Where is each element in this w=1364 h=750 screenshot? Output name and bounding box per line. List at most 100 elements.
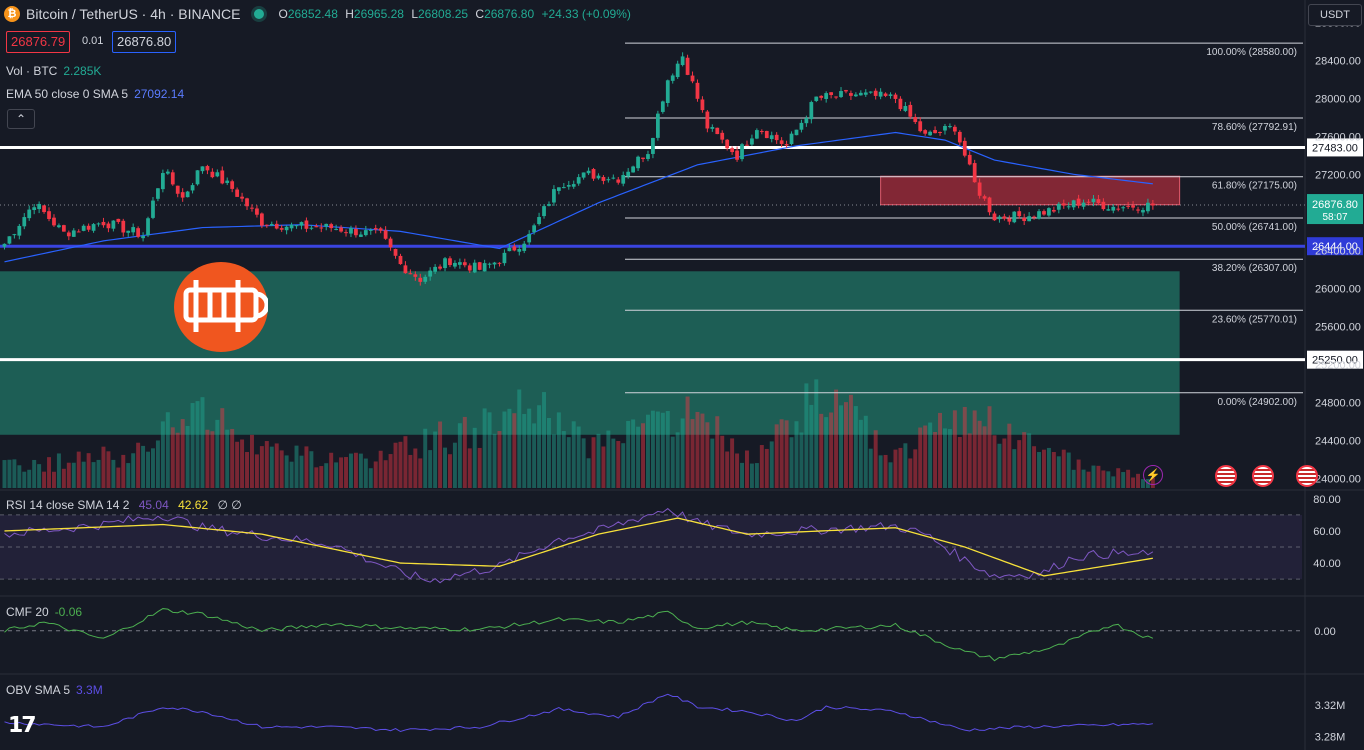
volume-bar — [403, 436, 408, 488]
candle-body — [398, 255, 403, 265]
volume-bar — [764, 448, 769, 488]
volume-bar — [180, 419, 185, 488]
obv-legend[interactable]: OBV SMA 5 3.3M — [6, 683, 103, 697]
candle-body — [195, 170, 200, 185]
candle-body — [868, 91, 873, 93]
volume-bar — [863, 415, 868, 488]
obv-line — [4, 693, 1153, 733]
collapse-legend-button[interactable]: ⌃ — [7, 109, 35, 129]
volume-bar — [824, 417, 829, 488]
volume-bar — [546, 417, 551, 488]
candle-body — [205, 166, 210, 171]
candle-body — [433, 266, 438, 272]
candle-body — [834, 96, 838, 98]
candle-body — [1042, 211, 1046, 215]
alert-bolt-icon[interactable]: ⚡ — [1143, 465, 1163, 485]
volume-bar — [195, 401, 200, 488]
volume-bar — [462, 416, 467, 488]
candle-body — [903, 106, 908, 111]
candle-body — [185, 191, 190, 198]
volume-bar — [962, 406, 967, 488]
volume-bar — [7, 459, 12, 488]
volume-bar — [81, 461, 86, 488]
candle-body — [952, 126, 957, 132]
volume-bar — [141, 445, 146, 488]
candle-body — [1141, 210, 1145, 213]
watermark-logo — [174, 262, 270, 352]
volume-bar — [37, 464, 42, 488]
volume-bar — [1131, 477, 1136, 488]
volume-bar — [467, 448, 472, 488]
candle-body — [665, 80, 670, 103]
volume-bar — [452, 442, 457, 488]
volume-bar — [279, 450, 284, 488]
currency-button[interactable]: USDT — [1308, 4, 1362, 26]
volume-bar — [1106, 471, 1111, 488]
candle-body — [1037, 211, 1041, 219]
candle-body — [52, 217, 56, 226]
volume-bar — [561, 431, 566, 488]
volume-bar — [977, 420, 982, 488]
candle-body — [740, 144, 744, 160]
candle-body — [146, 218, 150, 236]
ema-legend[interactable]: EMA 50 close 0 SMA 5 27092.14 — [6, 87, 184, 101]
low-value: 26808.25 — [418, 7, 469, 21]
candle-body — [423, 276, 428, 282]
volume-bar — [378, 450, 383, 488]
volume-bar — [908, 458, 913, 488]
candle-body — [1131, 205, 1135, 208]
candle-body — [245, 198, 249, 207]
us-event-flag-icon[interactable] — [1252, 465, 1274, 487]
volume-bar — [492, 433, 497, 488]
candle-body — [225, 180, 230, 183]
volume-bar — [269, 446, 274, 488]
us-event-flag-icon[interactable] — [1215, 465, 1237, 487]
candle-body — [537, 217, 541, 225]
tradingview-logo[interactable]: 𝟭𝟳 — [8, 712, 37, 737]
volume-legend[interactable]: Vol · BTC 2.285K — [6, 64, 101, 78]
close-label: C — [475, 7, 485, 21]
volume-bar — [220, 408, 225, 488]
candle-body — [1007, 218, 1012, 222]
candle-body — [710, 127, 715, 129]
volume-bar — [532, 423, 537, 488]
volume-bar — [2, 460, 7, 488]
candle-body — [502, 252, 507, 264]
obv-axis-tick: 3.28M — [1315, 731, 1346, 743]
candle-body — [76, 231, 81, 233]
sell-price-button[interactable]: 26876.79 — [6, 31, 71, 53]
volume-bar — [413, 448, 418, 488]
volume-bar — [1121, 472, 1126, 488]
volume-bar — [334, 462, 339, 488]
rsi-axis-tick: 80.00 — [1313, 494, 1341, 506]
volume-bar — [1046, 447, 1051, 488]
obv-value: 3.3M — [76, 683, 103, 697]
candle-body — [1061, 203, 1066, 206]
candle-body — [809, 102, 814, 120]
volume-bar — [586, 458, 591, 488]
cmf-legend[interactable]: CMF 20 -0.06 — [6, 605, 82, 619]
volume-bar — [690, 419, 695, 488]
buy-price-button[interactable]: 26876.80 — [112, 31, 177, 53]
candle-body — [883, 93, 888, 96]
symbol-title[interactable]: Bitcoin / TetherUS · 4h · BINANCE — [26, 6, 241, 22]
candle-body — [621, 175, 626, 184]
candle-body — [81, 225, 86, 231]
volume-bar — [839, 405, 844, 488]
volume-bar — [1007, 423, 1012, 488]
volume-bar — [938, 412, 943, 488]
volume-bar — [408, 454, 413, 488]
us-event-flag-icon[interactable] — [1296, 465, 1318, 487]
candle-body — [403, 265, 408, 274]
candle-body — [873, 90, 878, 96]
candle-body — [997, 216, 1002, 220]
volume-bar — [655, 411, 660, 488]
volume-bar — [744, 450, 749, 488]
rsi-line — [4, 507, 1154, 584]
candle-body — [66, 232, 71, 237]
candle-body — [373, 228, 378, 230]
candle-body — [1136, 209, 1140, 211]
volume-bar — [843, 402, 848, 488]
rsi-legend[interactable]: RSI 14 close SMA 14 2 45.04 42.62 ∅ ∅ — [6, 498, 242, 512]
